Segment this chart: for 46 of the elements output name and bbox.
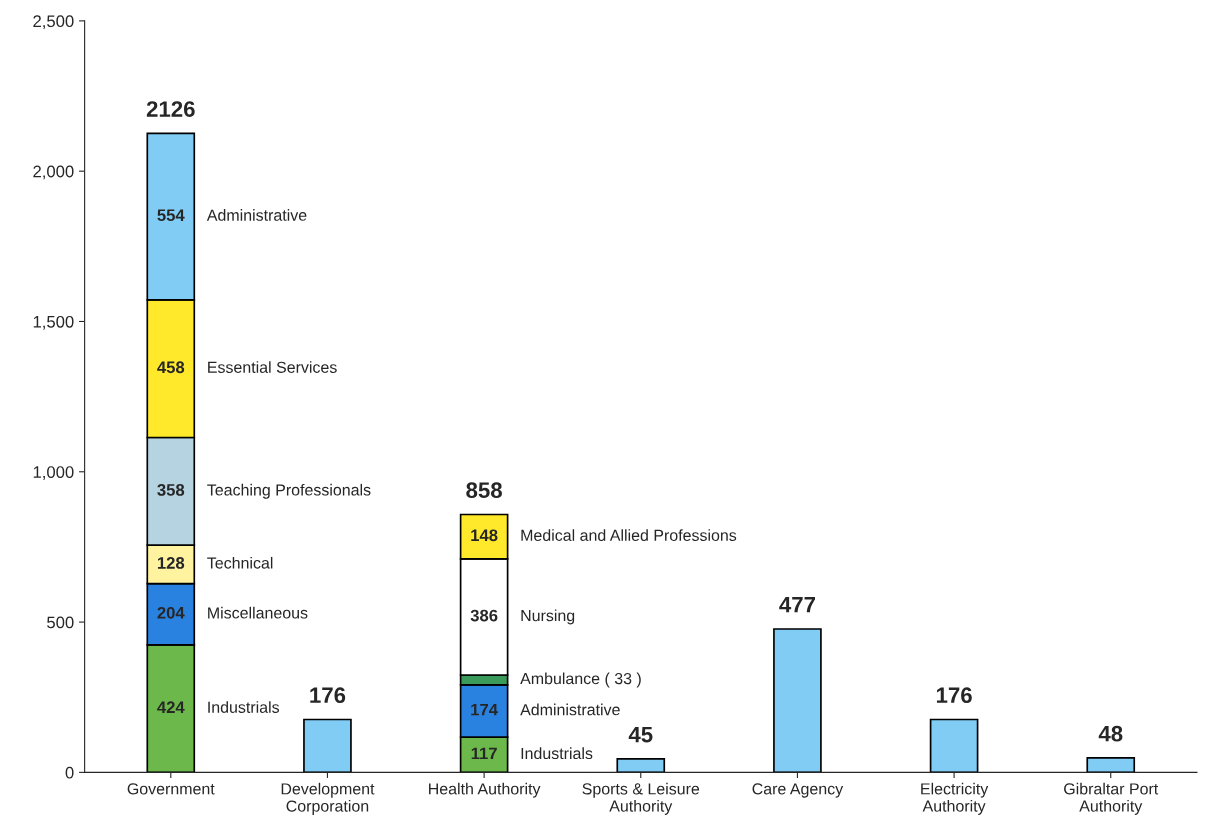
total-label: 176 — [936, 687, 972, 704]
data-label: 148 — [471, 529, 498, 542]
data-label: 204 — [157, 606, 185, 619]
total-label: 2126 — [146, 101, 195, 117]
data-label: 458 — [157, 361, 185, 374]
data-label: 424 — [157, 701, 185, 713]
data-label: 554 — [157, 209, 185, 222]
total-label: 48 — [1098, 725, 1123, 742]
x-tick-label: Health Authority — [429, 782, 541, 798]
bar — [1086, 757, 1136, 773]
series-label: Industrials — [521, 747, 593, 760]
x-tick-label: Development Corporation — [281, 782, 375, 815]
data-label: 358 — [157, 483, 185, 496]
series-label: Medical and Allied Professions — [521, 529, 737, 541]
series-label: Nursing — [521, 609, 575, 625]
y-tick-label: 1,500 — [33, 315, 74, 330]
series-label: Teaching Professionals — [207, 483, 371, 499]
total-label: 477 — [779, 597, 815, 613]
series-label: Technical — [207, 556, 273, 569]
x-tick-label: Gibraltar Port Authority — [1064, 782, 1159, 815]
x-tick-label: Government — [127, 783, 215, 795]
series-label: Ambulance ( 33 ) — [520, 672, 641, 688]
series-label: Essential Services — [208, 361, 337, 373]
data-label: 386 — [470, 609, 498, 622]
bar — [773, 628, 822, 773]
y-tick-label: 2,000 — [33, 165, 74, 180]
total-label: 858 — [466, 482, 502, 499]
total-label: 45 — [628, 726, 653, 743]
y-tick-label: 0 — [65, 766, 74, 779]
data-label: 117 — [471, 747, 497, 760]
y-tick-label: 500 — [47, 616, 74, 629]
bar — [929, 718, 979, 773]
series-label: Miscellaneous — [208, 606, 308, 619]
bar — [303, 718, 352, 773]
data-label: 128 — [157, 557, 185, 569]
x-tick-label: Electricity Authority — [921, 782, 989, 815]
total-label: 176 — [310, 687, 346, 704]
y-tick-label: 1,000 — [33, 466, 74, 480]
bar — [616, 758, 666, 773]
series-label: Administrative — [206, 209, 307, 221]
series-label: Administrative — [520, 703, 620, 716]
x-tick-label: Care Agency — [752, 783, 844, 798]
y-tick-label: 2,500 — [33, 15, 74, 30]
x-tick-label: Sports & Leisure Authority — [582, 782, 700, 815]
text: Industrials — [208, 701, 280, 713]
data-label: 174 — [471, 703, 498, 716]
